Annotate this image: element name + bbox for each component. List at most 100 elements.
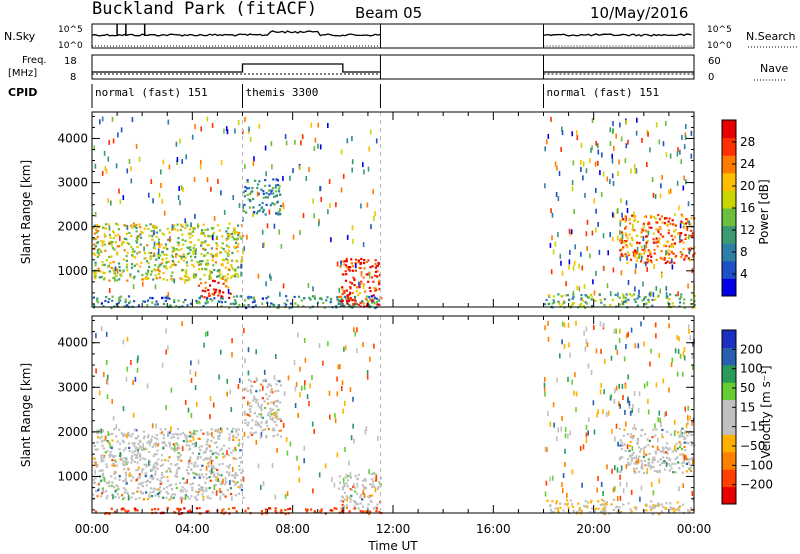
velocity-cell [369, 499, 372, 502]
velocity-cell [177, 446, 180, 450]
velocity-cell [100, 469, 103, 472]
velocity-cell [214, 476, 217, 479]
velocity-noise-cell [588, 417, 590, 423]
velocity-cell [161, 463, 164, 466]
velocity-noise-cell [205, 465, 208, 471]
power-cell [626, 237, 629, 240]
velocity-cell [110, 454, 113, 457]
power-cell [238, 303, 241, 307]
power-cell [648, 250, 652, 254]
velocity-cell [194, 433, 197, 436]
velocity-noise-cell [237, 384, 240, 389]
power-ytick-label: 3000 [57, 176, 88, 190]
power-cell [221, 275, 224, 278]
velocity-cell [284, 512, 287, 516]
power-cell [164, 243, 167, 246]
velocity-cell [122, 449, 125, 452]
velocity-cbar-tick-label: −200 [740, 478, 773, 492]
velocity-cell [167, 459, 170, 462]
velocity-cell [181, 486, 184, 489]
velocity-cell [270, 389, 273, 392]
velocity-cell [130, 479, 133, 482]
velocity-cell [685, 441, 688, 444]
velocity-cell [654, 452, 658, 455]
power-cell [643, 296, 646, 299]
velocity-cell [589, 501, 592, 504]
power-cell [154, 225, 157, 228]
velocity-cell [237, 444, 240, 447]
velocity-cell [589, 511, 592, 514]
velocity-noise-cell [556, 377, 558, 383]
power-cell [668, 245, 671, 248]
power-noise-cell [582, 175, 584, 181]
power-noise-cell [340, 187, 343, 193]
power-cell [625, 244, 628, 247]
velocity-cell [251, 419, 254, 422]
power-cell [374, 287, 377, 290]
power-cell [182, 269, 185, 272]
velocity-cell [356, 477, 359, 480]
power-noise-cell [362, 242, 365, 248]
velocity-cell [238, 468, 241, 471]
velocity-noise-cell [95, 461, 97, 467]
velocity-noise-cell [344, 446, 346, 452]
power-cell [374, 259, 377, 262]
velocity-noise-cell [670, 362, 673, 368]
velocity-cell [651, 513, 655, 516]
velocity-cell [265, 436, 268, 439]
velocity-cell [267, 428, 270, 431]
velocity-cell [260, 510, 263, 513]
power-cell [368, 271, 371, 274]
power-noise-cell [126, 168, 129, 174]
velocity-cbar-label: Velocity [m s⁻¹] [759, 365, 773, 458]
velocity-cell [319, 510, 322, 513]
power-cell [582, 305, 585, 308]
velocity-cell [274, 507, 277, 510]
velocity-cell [266, 397, 269, 400]
power-cell [657, 229, 660, 232]
power-noise-cell [586, 219, 589, 225]
power-cell [638, 295, 641, 298]
power-cell [378, 279, 381, 282]
velocity-cell [256, 415, 259, 418]
power-cell [177, 237, 180, 240]
velocity-cell [689, 469, 693, 473]
velocity-cell [191, 482, 195, 485]
velocity-cell [177, 509, 181, 513]
velocity-noise-cell [303, 458, 305, 464]
power-noise-cell [635, 168, 638, 174]
velocity-cell [645, 509, 648, 512]
power-noise-cell [370, 224, 372, 230]
velocity-cell [122, 434, 125, 437]
power-cell [237, 266, 240, 269]
velocity-noise-cell [633, 423, 636, 429]
power-cell [219, 277, 222, 280]
power-cell [603, 298, 606, 301]
nave-tick-bottom: 0 [708, 72, 714, 83]
power-cell [112, 237, 115, 240]
velocity-cbar-tick-label: 15 [740, 400, 755, 414]
power-cell [692, 254, 695, 257]
power-noise-cell [626, 208, 629, 213]
velocity-cell [96, 436, 100, 439]
power-cell [620, 254, 623, 257]
power-cell [667, 249, 670, 252]
velocity-cell [261, 416, 264, 419]
power-noise-cell [179, 138, 181, 144]
power-cell [633, 229, 636, 232]
power-cell [243, 304, 246, 307]
velocity-noise-cell [685, 422, 688, 428]
power-noise-cell [313, 213, 315, 219]
velocity-cell [572, 510, 575, 513]
power-cell [225, 238, 228, 242]
velocity-cell [205, 487, 208, 490]
power-cell [193, 248, 196, 251]
velocity-cell [143, 435, 146, 438]
power-cell [225, 230, 228, 233]
velocity-cell [217, 435, 220, 438]
power-noise-cell [336, 261, 339, 267]
power-cell [655, 258, 658, 261]
power-cell [174, 263, 177, 267]
velocity-cell [144, 480, 147, 483]
velocity-cell [333, 507, 336, 510]
